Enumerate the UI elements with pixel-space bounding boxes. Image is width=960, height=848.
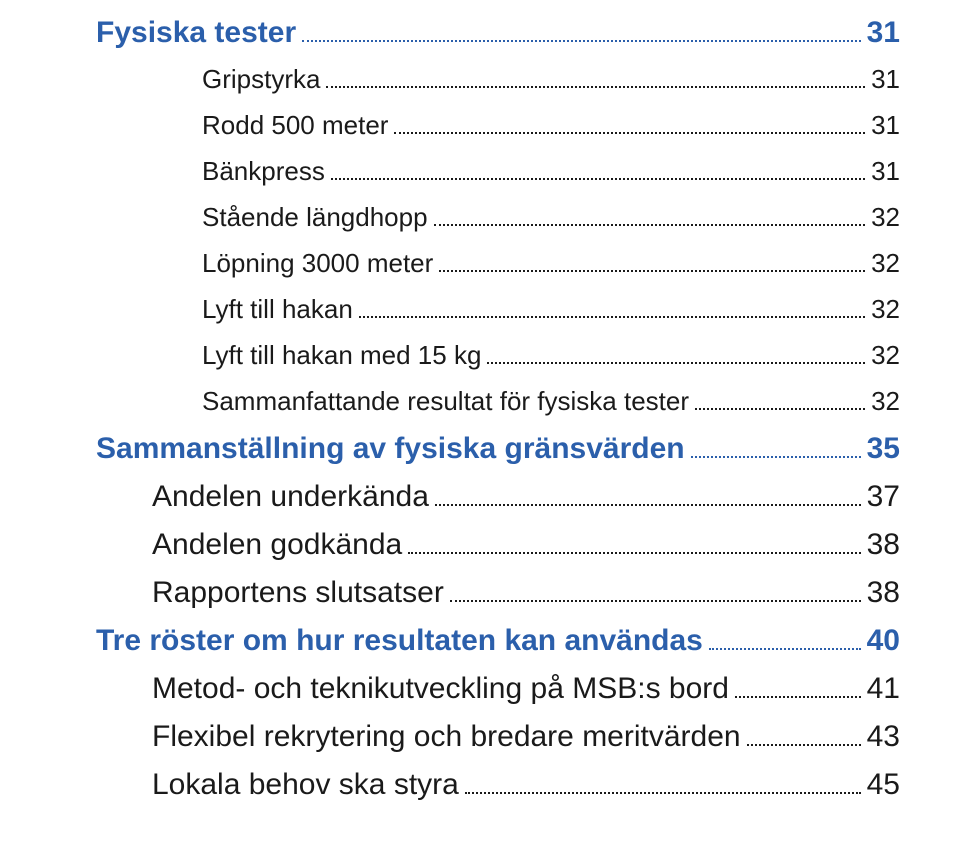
toc-page-number: 32 bbox=[871, 296, 900, 322]
toc-page-number: 32 bbox=[871, 204, 900, 230]
toc-row: Sammanställning av fysiska gränsvärden 35 bbox=[96, 434, 900, 464]
toc-label: Lokala behov ska styra bbox=[152, 770, 459, 800]
toc-row: Andelen underkända 37 bbox=[152, 482, 900, 512]
toc-row: Lyft till hakan med 15 kg 32 bbox=[202, 342, 900, 370]
toc-page-number: 32 bbox=[871, 388, 900, 414]
toc-label: Sammanställning av fysiska gränsvärden bbox=[96, 434, 685, 464]
toc-label: Lyft till hakan med 15 kg bbox=[202, 342, 481, 368]
toc-page-number: 31 bbox=[871, 112, 900, 138]
toc-row: Sammanfattande resultat för fysiska test… bbox=[202, 388, 900, 416]
toc-page-number: 41 bbox=[867, 674, 900, 704]
toc-label: Stående längdhopp bbox=[202, 204, 428, 230]
toc-page: Fysiska tester31Gripstyrka31Rodd 500 met… bbox=[0, 0, 960, 848]
toc-leader bbox=[747, 744, 861, 746]
toc-row: Bänkpress 31 bbox=[202, 158, 900, 186]
toc-label: Rapportens slutsatser bbox=[152, 578, 444, 608]
toc-leader bbox=[435, 504, 861, 506]
toc-leader bbox=[735, 696, 861, 698]
toc-label: Sammanfattande resultat för fysiska test… bbox=[202, 388, 689, 414]
toc-label: Fysiska tester bbox=[96, 18, 296, 48]
toc-label: Flexibel rekrytering och bredare meritvä… bbox=[152, 722, 741, 752]
toc-leader bbox=[465, 792, 861, 794]
toc-label: Rodd 500 meter bbox=[202, 112, 388, 138]
toc-leader bbox=[439, 270, 865, 272]
toc-row: Metod- och teknikutveckling på MSB:s bor… bbox=[152, 674, 900, 704]
toc-leader bbox=[691, 456, 861, 458]
toc-page-number: 45 bbox=[867, 770, 900, 800]
toc-row: Tre röster om hur resultaten kan använda… bbox=[96, 626, 900, 656]
toc-page-number: 31 bbox=[871, 66, 900, 92]
toc-leader bbox=[695, 408, 865, 410]
toc-page-number: 31 bbox=[871, 158, 900, 184]
toc-page-number: 37 bbox=[867, 482, 900, 512]
toc-page-number: 38 bbox=[867, 530, 900, 560]
toc-page-number: 32 bbox=[871, 250, 900, 276]
toc-label: Tre röster om hur resultaten kan använda… bbox=[96, 626, 703, 656]
toc-label: Metod- och teknikutveckling på MSB:s bor… bbox=[152, 674, 729, 704]
toc-row: Löpning 3000 meter 32 bbox=[202, 250, 900, 278]
toc-row: Stående längdhopp 32 bbox=[202, 204, 900, 232]
toc-page-number: 38 bbox=[867, 578, 900, 608]
toc-leader bbox=[408, 552, 860, 554]
toc-leader bbox=[450, 600, 861, 602]
toc-row: Rapportens slutsatser 38 bbox=[152, 578, 900, 608]
toc-leader bbox=[709, 648, 861, 650]
toc-row: Fysiska tester 31 bbox=[96, 18, 900, 48]
toc-page-number: 31 bbox=[867, 18, 900, 48]
toc-row: Lokala behov ska styra 45 bbox=[152, 770, 900, 800]
toc-page-number: 32 bbox=[871, 342, 900, 368]
toc-label: Lyft till hakan bbox=[202, 296, 353, 322]
toc-label: Gripstyrka bbox=[202, 66, 320, 92]
toc-leader bbox=[487, 362, 865, 364]
toc-leader bbox=[326, 86, 865, 88]
toc-label: Löpning 3000 meter bbox=[202, 250, 433, 276]
toc-leader bbox=[331, 178, 865, 180]
toc-leader bbox=[302, 40, 860, 42]
toc-page-number: 35 bbox=[867, 434, 900, 464]
toc-page-number: 40 bbox=[867, 626, 900, 656]
toc-row: Rodd 500 meter 31 bbox=[202, 112, 900, 140]
toc-row: Andelen godkända 38 bbox=[152, 530, 900, 560]
toc-label: Bänkpress bbox=[202, 158, 325, 184]
toc-label: Andelen godkända bbox=[152, 530, 402, 560]
toc-leader bbox=[394, 132, 865, 134]
toc-leader bbox=[434, 224, 866, 226]
toc-page-number: 43 bbox=[867, 722, 900, 752]
toc-leader bbox=[359, 316, 865, 318]
toc-label: Andelen underkända bbox=[152, 482, 429, 512]
toc-row: Lyft till hakan 32 bbox=[202, 296, 900, 324]
toc-row: Gripstyrka 31 bbox=[202, 66, 900, 94]
toc-row: Flexibel rekrytering och bredare meritvä… bbox=[152, 722, 900, 752]
